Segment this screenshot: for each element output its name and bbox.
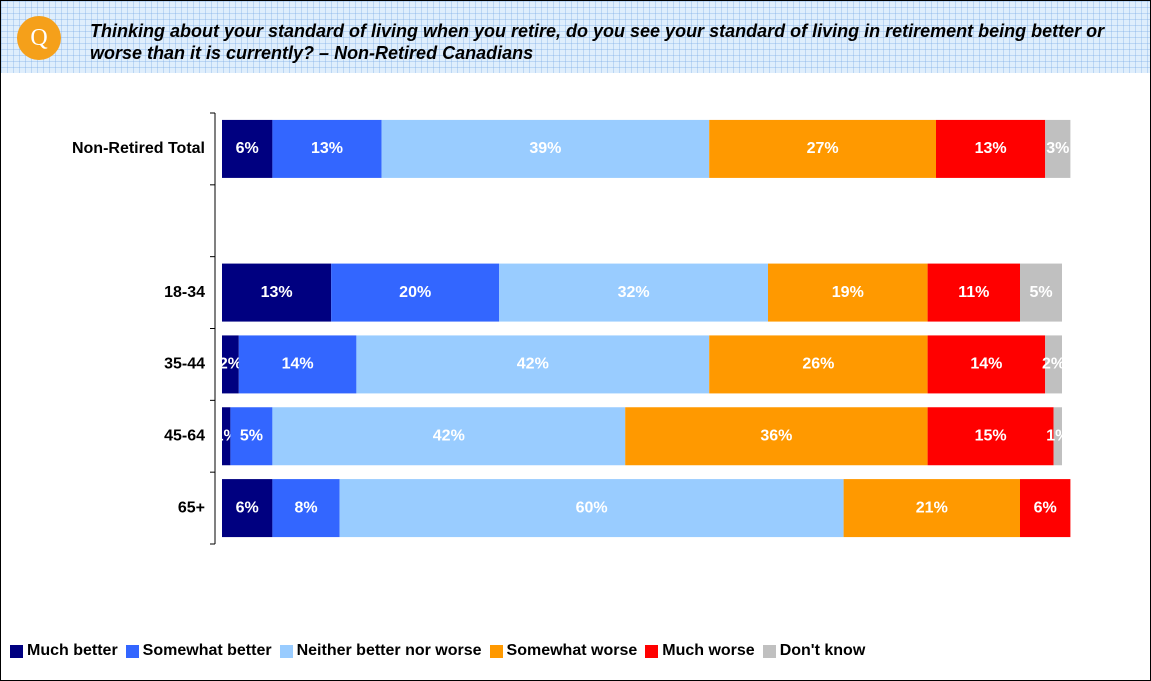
data-label: 8% <box>294 499 317 516</box>
bar-segment <box>927 407 1054 466</box>
legend-swatch <box>489 644 503 658</box>
bar-segment <box>381 119 710 178</box>
y-tick-label: 18-34 <box>164 284 205 301</box>
bar-segment <box>625 407 928 466</box>
data-label: 15% <box>975 427 1007 444</box>
legend-item: Don't know <box>762 642 866 660</box>
bar-segment <box>356 335 710 394</box>
legend-swatch <box>10 644 23 658</box>
bar-segment <box>1053 407 1062 466</box>
data-label: 1% <box>1046 427 1069 444</box>
data-label: 42% <box>433 427 465 444</box>
bar-segment <box>222 479 273 538</box>
bar-segment <box>272 479 340 538</box>
data-label: 5% <box>240 427 263 444</box>
bar-segment <box>499 263 768 322</box>
data-label: 13% <box>975 140 1007 157</box>
legend-swatch <box>762 644 776 658</box>
legend-swatch <box>645 644 659 658</box>
data-label: 13% <box>311 140 343 157</box>
data-label: 21% <box>916 499 948 516</box>
data-label: 2% <box>219 356 242 373</box>
legend: Much better Somewhat better Neither better… <box>10 642 865 660</box>
y-tick-label: 65+ <box>178 499 205 516</box>
data-label: 5% <box>1029 284 1052 301</box>
legend-label: Don't know <box>779 642 866 659</box>
legend-swatch <box>279 644 293 658</box>
data-label: 14% <box>970 356 1002 373</box>
chart-title: Thinking about your standard of living w… <box>90 21 1105 63</box>
bar-segment <box>843 479 1020 538</box>
y-tick-label: 35-44 <box>164 356 205 373</box>
bar-segment <box>272 407 626 466</box>
data-label: 14% <box>282 356 314 373</box>
bar-segment <box>768 263 928 322</box>
bar-segment <box>1045 335 1062 394</box>
question-icon: Q <box>17 16 61 60</box>
data-label: 36% <box>760 427 792 444</box>
data-label: 32% <box>618 284 650 301</box>
legend-item: Neither better nor worse <box>279 642 482 660</box>
bar-segment <box>1020 263 1062 322</box>
data-label: 42% <box>517 356 549 373</box>
bar-segment <box>936 119 1046 178</box>
bar-segment <box>927 335 1046 394</box>
data-label: 6% <box>236 140 259 157</box>
bar-segment <box>222 407 231 466</box>
data-label: 27% <box>807 140 839 157</box>
data-label: 3% <box>1046 140 1069 157</box>
data-label: 19% <box>832 284 864 301</box>
bar-segment <box>927 263 1020 322</box>
legend-item: Somewhat better <box>125 642 272 660</box>
bar-segment <box>331 263 500 322</box>
legend-swatch <box>125 644 139 658</box>
legend-item: Somewhat worse <box>489 642 638 660</box>
bar-segment <box>272 119 382 178</box>
data-label: 6% <box>1034 499 1057 516</box>
data-label: 13% <box>261 284 293 301</box>
legend-label: Neither better nor worse <box>296 642 482 659</box>
title-band <box>1 1 1150 73</box>
legend-label: Somewhat better <box>142 642 272 659</box>
bar-segment <box>230 407 273 466</box>
data-label: 60% <box>576 499 608 516</box>
y-tick-label: Non-Retired Total <box>72 140 205 157</box>
bar-segment <box>238 335 357 394</box>
legend-item: Much better <box>10 642 118 660</box>
bar-segment <box>1020 479 1071 538</box>
bar-segment <box>222 335 239 394</box>
bar-segment <box>709 335 928 394</box>
legend-label: Much better <box>27 642 118 659</box>
legend-label: Much worse <box>662 642 755 659</box>
bar-segment <box>222 119 273 178</box>
data-label: 2% <box>1042 356 1065 373</box>
bar-segment <box>339 479 844 538</box>
legend-label: Somewhat worse <box>506 642 638 659</box>
bar-segment <box>1045 119 1071 178</box>
bar-segment <box>222 263 332 322</box>
legend-item: Much worse <box>645 642 755 660</box>
bar-segment <box>709 119 936 178</box>
y-tick-label: 45-64 <box>164 427 205 444</box>
data-label: 26% <box>802 356 834 373</box>
data-label: 39% <box>529 140 561 157</box>
data-label: 11% <box>958 284 989 301</box>
data-label: 6% <box>236 499 259 516</box>
data-label: 20% <box>399 284 431 301</box>
